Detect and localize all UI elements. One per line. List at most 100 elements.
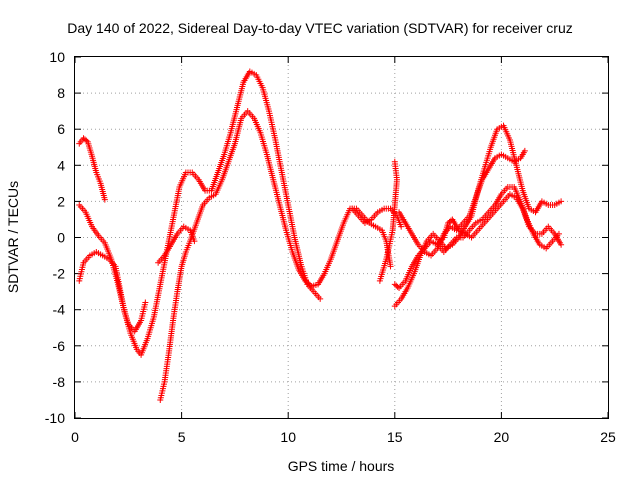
interpolated-points <box>507 139 519 167</box>
series-track-i <box>396 147 528 259</box>
interpolated-points <box>357 214 367 225</box>
series-track-h <box>391 122 565 310</box>
interpolated-points <box>156 254 166 264</box>
interpolated-points <box>213 178 225 196</box>
y-tick-label: 4 <box>57 157 65 173</box>
interpolated-points <box>431 232 441 243</box>
interpolated-points <box>285 204 298 239</box>
interpolated-points <box>179 251 189 268</box>
data-marks <box>76 68 565 403</box>
interpolated-points <box>175 225 186 236</box>
interpolated-points <box>350 207 360 218</box>
series-track-c <box>76 248 149 335</box>
interpolated-points <box>341 207 353 224</box>
interpolated-points <box>364 217 373 225</box>
interpolated-points <box>399 286 410 301</box>
x-tick-label: 20 <box>494 429 510 445</box>
y-tick-label: 8 <box>57 85 65 101</box>
interpolated-points <box>389 207 399 218</box>
x-tick-label: 0 <box>71 429 79 445</box>
interpolated-points <box>292 236 304 266</box>
interpolated-points <box>190 171 201 181</box>
interpolated-points <box>423 250 432 258</box>
interpolated-points <box>258 131 270 156</box>
interpolated-points <box>544 239 554 250</box>
chart-title: Day 140 of 2022, Sidereal Day-to-day VTE… <box>67 20 573 36</box>
interpolated-points <box>81 136 90 144</box>
y-tick-label: 6 <box>57 121 65 137</box>
interpolated-points <box>82 254 92 264</box>
interpolated-points <box>89 155 99 174</box>
interpolated-points <box>252 117 263 134</box>
y-tick-label: -2 <box>53 266 66 282</box>
interpolated-points <box>528 206 537 215</box>
interpolated-points <box>89 250 98 258</box>
interpolated-points <box>467 196 479 217</box>
interpolated-points <box>145 316 157 340</box>
interpolated-points <box>493 192 504 207</box>
series-track-e <box>155 223 198 266</box>
interpolated-points <box>411 254 423 275</box>
interpolated-points <box>248 69 258 77</box>
interpolated-points <box>482 214 493 225</box>
interpolated-points <box>552 232 564 246</box>
interpolated-points <box>383 229 396 260</box>
interpolated-points <box>514 196 525 210</box>
interpolated-points <box>513 164 526 192</box>
interpolated-points <box>266 110 278 141</box>
interpolated-points <box>112 265 123 289</box>
interpolated-points <box>170 186 183 221</box>
interpolated-points <box>518 149 527 160</box>
interpolated-points <box>436 236 446 246</box>
interpolated-points <box>377 258 389 282</box>
interpolated-points <box>194 204 206 225</box>
interpolated-points <box>464 232 473 240</box>
interpolated-points <box>322 258 333 275</box>
interpolated-points <box>450 218 461 232</box>
interpolated-points <box>534 230 543 237</box>
interpolated-points <box>177 171 188 188</box>
interpolated-points <box>246 109 256 120</box>
interpolated-points <box>234 81 246 109</box>
interpolated-points <box>138 301 148 322</box>
series-track-d <box>157 108 394 403</box>
x-tick-label: 15 <box>387 429 403 445</box>
interpolated-points <box>196 178 207 192</box>
interpolated-points <box>374 224 383 233</box>
interpolated-points <box>296 268 308 283</box>
interpolated-points <box>215 153 227 174</box>
interpolated-points <box>520 189 532 210</box>
interpolated-points <box>107 257 117 268</box>
interpolated-points <box>506 183 516 190</box>
interpolated-points <box>264 153 276 181</box>
interpolated-points <box>473 178 485 199</box>
interpolated-points <box>423 239 433 250</box>
interpolated-points <box>425 232 435 243</box>
interpolated-points <box>520 207 532 228</box>
interpolated-points <box>486 156 497 171</box>
interpolated-points <box>135 348 143 357</box>
interpolated-points <box>157 381 168 401</box>
interpolated-points <box>117 287 127 311</box>
interpolated-points <box>368 221 377 229</box>
interpolated-points <box>499 185 510 196</box>
y-tick-label: -8 <box>53 374 66 390</box>
interpolated-points <box>355 207 365 218</box>
interpolated-points <box>450 236 461 246</box>
x-axis-label: GPS time / hours <box>288 458 395 474</box>
interpolated-points <box>283 229 295 253</box>
series-track-a <box>76 135 108 203</box>
interpolated-points <box>90 225 101 237</box>
interpolated-points <box>272 139 285 174</box>
interpolated-points <box>232 117 244 145</box>
interpolated-points <box>506 156 516 164</box>
interpolated-points <box>509 192 518 200</box>
interpolated-points <box>501 124 513 141</box>
x-tick-label: 5 <box>178 429 186 445</box>
interpolated-points <box>83 211 95 228</box>
y-tick-label: 0 <box>57 230 65 246</box>
series-track-j <box>349 205 405 230</box>
interpolated-points <box>277 204 289 232</box>
y-axis-ticks: -10 -8 -6 -4 -2 0 2 4 6 8 10 <box>45 49 608 426</box>
interpolated-points <box>541 199 550 207</box>
